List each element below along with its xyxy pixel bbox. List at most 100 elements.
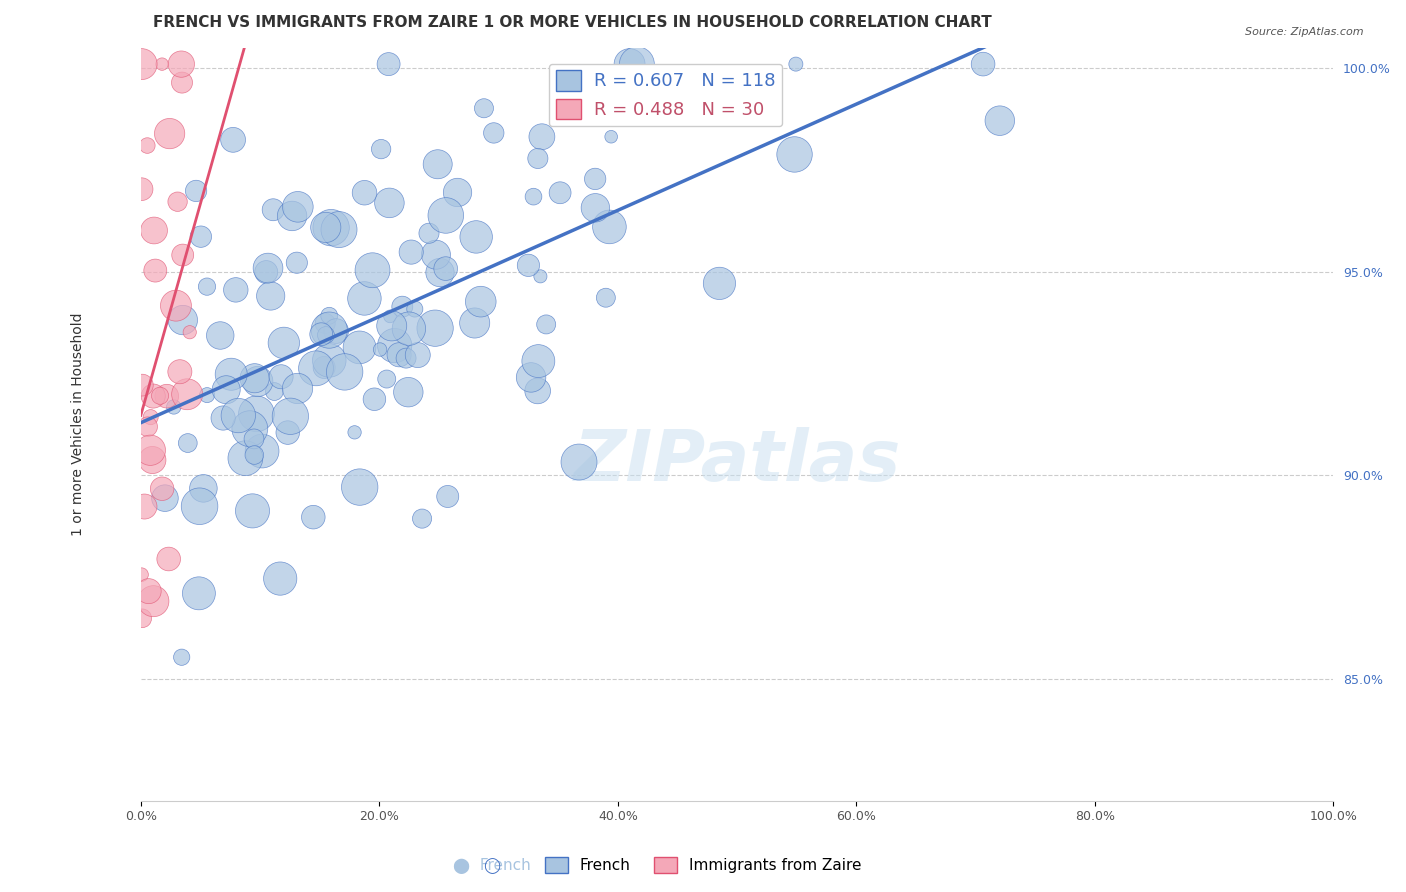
Point: [179, 325, 201, 339]
Point: [209, 328, 232, 343]
Point: [263, 384, 285, 399]
Point: [193, 482, 215, 496]
Point: [568, 455, 591, 469]
Point: [353, 186, 375, 200]
Point: [363, 392, 385, 407]
Point: [260, 289, 283, 303]
Point: [530, 129, 553, 144]
Point: [370, 142, 392, 156]
Point: [195, 279, 218, 293]
Point: [378, 195, 401, 210]
Point: [465, 230, 488, 244]
Point: [166, 194, 188, 209]
Point: [215, 383, 238, 397]
Point: [219, 368, 242, 382]
Point: [270, 369, 292, 384]
Point: [159, 127, 181, 141]
Point: [172, 313, 194, 327]
Text: ◯: ◯: [484, 858, 501, 873]
Point: [464, 316, 486, 330]
Point: [281, 209, 304, 223]
Point: [404, 301, 426, 316]
Point: [378, 310, 401, 324]
Point: [156, 389, 179, 403]
Point: [315, 328, 337, 343]
Point: [141, 453, 163, 467]
Point: [287, 382, 309, 396]
Point: [418, 226, 440, 240]
Point: [187, 586, 209, 600]
Point: [257, 261, 280, 276]
Point: [381, 318, 404, 333]
Point: [153, 491, 176, 505]
Point: [470, 294, 492, 309]
Point: [429, 266, 451, 280]
Point: [619, 57, 641, 71]
Point: [139, 443, 162, 458]
Point: [157, 552, 180, 566]
Point: [598, 219, 620, 234]
Point: [425, 248, 447, 262]
Point: [243, 371, 266, 385]
Point: [526, 384, 548, 398]
Point: [391, 300, 413, 314]
Point: [250, 444, 273, 458]
Point: [527, 354, 550, 368]
Point: [529, 269, 551, 284]
Point: [423, 321, 446, 335]
Point: [172, 248, 194, 262]
Point: [522, 189, 544, 203]
Point: [785, 57, 807, 71]
Point: [142, 594, 165, 608]
Point: [398, 321, 420, 335]
Point: [388, 348, 411, 362]
Point: [349, 340, 371, 354]
Point: [343, 425, 366, 440]
Point: [396, 385, 419, 400]
Point: [517, 258, 540, 272]
Point: [411, 511, 433, 525]
Point: [136, 419, 159, 434]
Point: [548, 186, 571, 200]
Y-axis label: 1 or more Vehicles in Household: 1 or more Vehicles in Household: [72, 312, 86, 536]
Point: [302, 510, 325, 524]
Point: [318, 309, 340, 323]
Point: [600, 129, 623, 144]
Point: [314, 360, 336, 375]
Point: [972, 57, 994, 71]
Point: [583, 201, 606, 215]
Point: [399, 245, 422, 260]
Point: [242, 504, 264, 518]
Point: [328, 222, 350, 236]
Point: [246, 375, 269, 389]
Point: [131, 567, 153, 582]
Point: [131, 611, 153, 625]
Point: [287, 200, 309, 214]
Point: [262, 202, 284, 217]
Text: ⬤  French: ⬤ French: [453, 858, 531, 873]
Point: [325, 324, 347, 338]
Point: [143, 223, 166, 237]
Point: [170, 57, 193, 71]
Point: [225, 283, 247, 297]
Point: [235, 451, 257, 466]
Point: [395, 351, 418, 365]
Point: [134, 500, 156, 514]
Point: [163, 400, 186, 414]
Point: [131, 182, 153, 196]
Point: [150, 57, 173, 71]
Point: [245, 407, 267, 421]
Point: [254, 265, 277, 279]
Text: Source: ZipAtlas.com: Source: ZipAtlas.com: [1246, 27, 1364, 37]
Point: [184, 184, 207, 198]
Point: [150, 482, 173, 496]
Point: [361, 263, 384, 277]
Point: [534, 318, 557, 332]
Point: [520, 370, 543, 384]
Point: [131, 57, 153, 71]
Point: [280, 409, 302, 424]
Point: [434, 261, 457, 276]
Point: [142, 389, 165, 403]
Point: [626, 57, 648, 71]
Point: [406, 348, 429, 362]
